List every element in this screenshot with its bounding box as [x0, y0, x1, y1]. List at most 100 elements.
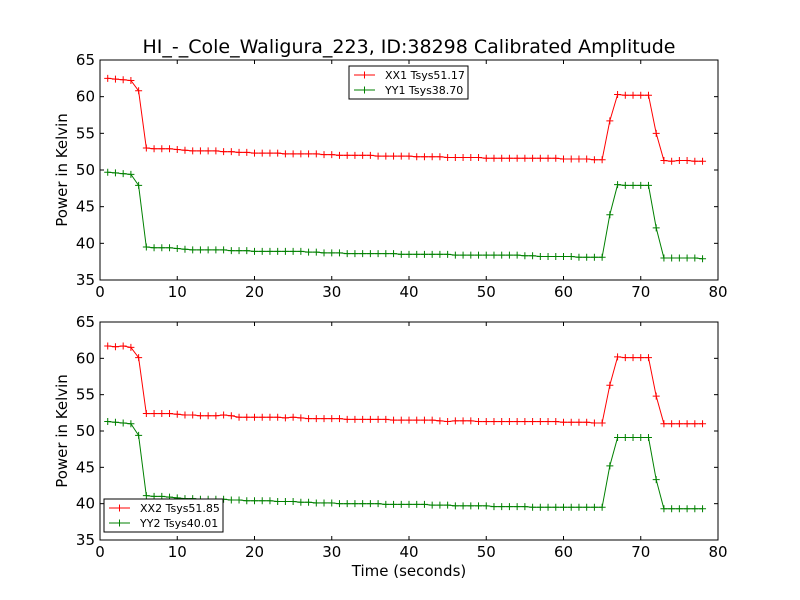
data-point: [529, 154, 537, 162]
data-point: [451, 417, 459, 425]
x-tick-label: 40: [399, 543, 418, 561]
data-point: [405, 152, 413, 160]
data-point: [413, 153, 421, 161]
data-point: [560, 503, 567, 511]
x-tick-label: 30: [322, 283, 341, 301]
legend-marker: [116, 519, 123, 527]
data-point: [637, 91, 645, 99]
data-point: [281, 150, 289, 158]
series-1: [104, 74, 707, 165]
data-point: [606, 381, 614, 389]
data-point: [467, 502, 475, 510]
x-tick-label: 50: [477, 283, 496, 301]
data-point: [691, 157, 699, 165]
data-point: [405, 250, 413, 258]
data-point: [127, 170, 135, 178]
data-point: [413, 250, 421, 258]
data-point: [335, 500, 343, 508]
data-point: [467, 251, 475, 259]
y-tick-label: 60: [76, 88, 95, 106]
data-point: [289, 413, 297, 421]
data-point: [343, 250, 351, 258]
data-point: [652, 129, 660, 137]
data-point: [266, 247, 274, 255]
data-point: [644, 91, 652, 99]
data-point: [490, 503, 498, 511]
y-tick-label: 55: [76, 124, 95, 142]
data-point: [560, 418, 567, 426]
data-point: [227, 247, 235, 255]
data-point: [575, 253, 583, 261]
data-point: [235, 413, 243, 421]
data-point: [312, 150, 320, 158]
data-point: [158, 410, 166, 418]
legend-label: YY1 Tsys38.70: [384, 84, 463, 97]
y-tick-label: 50: [76, 422, 95, 440]
data-point: [529, 418, 537, 426]
y-tick-label: 60: [76, 349, 95, 367]
data-point: [382, 500, 390, 508]
data-point: [343, 500, 351, 508]
data-point: [366, 415, 374, 423]
data-point: [366, 500, 374, 508]
data-point: [451, 502, 459, 510]
data-point: [428, 153, 436, 161]
data-point: [583, 503, 591, 511]
data-point: [382, 152, 390, 160]
data-point: [142, 144, 150, 152]
data-point: [459, 417, 467, 425]
data-point: [420, 250, 428, 258]
data-point: [320, 151, 328, 159]
data-point: [359, 151, 367, 159]
data-point: [451, 251, 459, 259]
data-point: [420, 500, 428, 508]
data-point: [374, 152, 382, 160]
data-point: [575, 155, 583, 163]
data-point: [621, 354, 629, 362]
data-point: [320, 249, 328, 257]
data-point: [274, 497, 282, 505]
data-point: [297, 150, 305, 158]
data-point: [606, 462, 614, 470]
data-point: [444, 154, 452, 162]
data-point: [212, 412, 220, 420]
data-point: [652, 224, 660, 232]
legend: XX2 Tsys51.85 YY2 Tsys40.01: [103, 498, 224, 533]
data-point: [135, 354, 143, 362]
data-point: [675, 505, 683, 513]
data-point: [312, 248, 320, 256]
chart-panel-1: 0 10 20 30 40 50 60 70 80 35 40 45 50 55 60 65 Power in …: [53, 51, 728, 301]
data-point: [351, 415, 359, 423]
data-point: [243, 247, 251, 255]
data-point: [413, 500, 421, 508]
data-point: [258, 247, 266, 255]
data-point: [420, 153, 428, 161]
data-point: [135, 87, 143, 95]
data-point: [351, 151, 359, 159]
y-axis-label: Power in Kelvin: [53, 374, 71, 488]
data-point: [691, 254, 699, 262]
data-point: [536, 503, 544, 511]
data-point: [668, 505, 676, 513]
data-point: [281, 247, 289, 255]
data-point: [436, 417, 444, 425]
data-point: [251, 497, 258, 505]
data-point: [598, 419, 606, 427]
data-point: [660, 156, 668, 164]
data-point: [297, 247, 305, 255]
y-tick-label: 40: [76, 495, 95, 513]
data-point: [258, 413, 266, 421]
data-point: [544, 253, 552, 261]
data-point: [251, 413, 258, 421]
data-point: [675, 254, 683, 262]
data-point: [119, 76, 127, 84]
data-point: [567, 155, 575, 163]
data-point: [359, 250, 367, 258]
data-point: [505, 154, 513, 162]
data-point: [675, 420, 683, 428]
x-tick-label: 80: [708, 543, 727, 561]
data-point: [142, 410, 150, 418]
data-point: [166, 410, 174, 418]
data-point: [498, 418, 506, 426]
chart-panel-2: 0 10 20 30 40 50 60 70 80 35 40 45 50 55 60 65 Power in …: [53, 313, 728, 580]
